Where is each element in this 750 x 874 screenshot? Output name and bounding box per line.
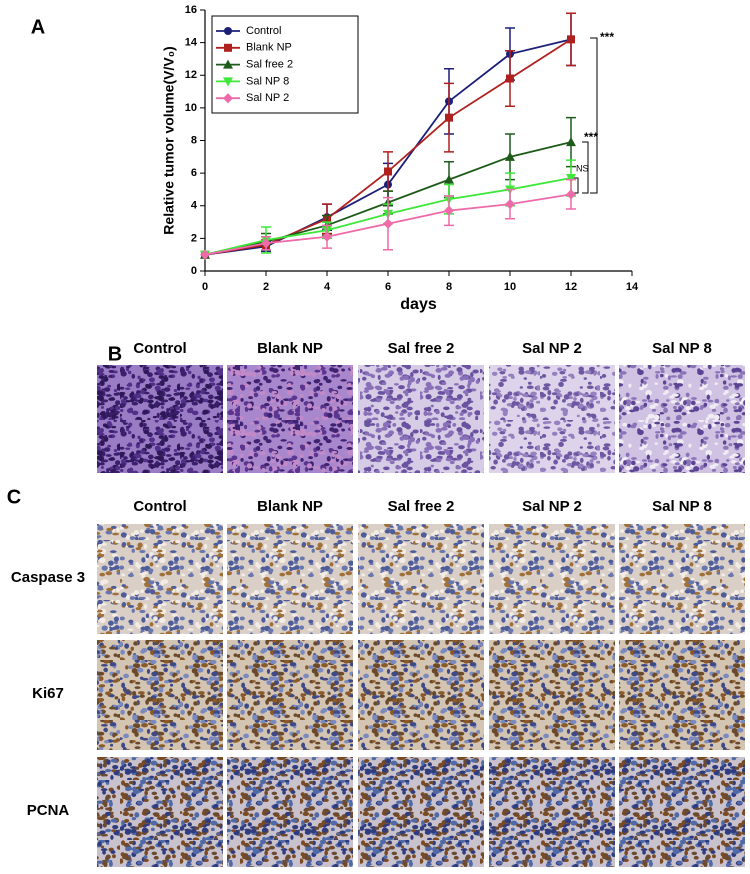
y-tick-label: 2 [191,232,197,244]
legend-marker [224,43,232,52]
he-image [489,365,615,473]
row-label: Caspase 3 [11,569,85,586]
marker [505,199,515,210]
legend-label: Sal NP 2 [246,92,289,104]
he-image [227,365,353,473]
marker [200,249,210,260]
ihc-image [97,524,223,634]
x-tick-label: 8 [446,281,452,293]
ihc-image [619,524,745,634]
legend-label: Control [246,25,281,37]
annotation: *** [600,30,614,44]
marker [566,174,576,184]
column-header: Control [133,498,186,515]
ihc-image [619,640,745,750]
ihc-image [227,524,353,634]
marker [384,167,392,176]
y-tick-label: 12 [185,69,197,81]
y-tick-label: 14 [185,37,198,49]
panel-label: C [7,486,21,508]
x-tick-label: 10 [504,281,516,293]
ihc-image [227,757,353,867]
column-header: Sal NP 2 [522,498,582,515]
legend-label: Sal NP 8 [246,75,289,87]
y-tick-label: 0 [191,265,197,277]
column-header: Blank NP [257,498,323,515]
ihc-image [227,640,353,750]
y-axis-label: Relative tumor volume(V/V₀) [161,46,177,234]
marker [444,174,454,184]
marker [261,238,271,249]
column-header: Sal free 2 [388,498,455,515]
panel-label: A [31,16,45,38]
legend-marker [224,27,232,35]
marker [566,189,576,200]
ihc-image [619,757,745,867]
legend-label: Sal free 2 [246,59,293,71]
x-tick-label: 4 [324,281,331,293]
panel-label: B [108,343,122,365]
marker [506,74,514,83]
y-tick-label: 8 [191,134,197,146]
marker [445,113,453,122]
x-tick-label: 14 [626,281,639,293]
he-image [358,365,484,473]
x-axis-label: days [400,296,437,313]
ihc-image [358,640,484,750]
marker [505,151,515,161]
column-header: Control [133,340,186,357]
ihc-image [489,524,615,634]
legend-marker [223,59,233,69]
ihc-image [489,757,615,867]
x-tick-label: 0 [202,281,208,293]
x-tick-label: 2 [263,281,269,293]
ihc-image [97,640,223,750]
y-tick-label: 6 [191,167,197,179]
marker [444,205,454,216]
column-header: Sal NP 2 [522,340,582,357]
y-tick-label: 16 [185,4,197,16]
column-header: Sal NP 8 [652,498,712,515]
y-tick-label: 10 [185,102,197,114]
column-header: Sal free 2 [388,340,455,357]
ihc-image [358,757,484,867]
marker [567,35,575,44]
annotation: NS [576,163,589,173]
significance-brackets [572,37,598,194]
y-tick-label: 4 [191,200,198,212]
legend-marker [223,77,233,87]
column-header: Blank NP [257,340,323,357]
annotation: *** [584,130,598,144]
x-tick-label: 12 [565,281,577,293]
ihc-image [358,524,484,634]
marker [322,231,332,242]
marker [566,137,576,147]
marker [383,218,393,229]
column-header: Sal NP 8 [652,340,712,357]
he-image [619,365,745,473]
legend-label: Blank NP [246,42,292,54]
he-image [97,365,223,473]
legend-marker [223,93,233,104]
ihc-image [489,640,615,750]
row-label: PCNA [27,802,70,819]
ihc-image [97,757,223,867]
row-label: Ki67 [32,685,64,702]
x-tick-label: 6 [385,281,391,293]
